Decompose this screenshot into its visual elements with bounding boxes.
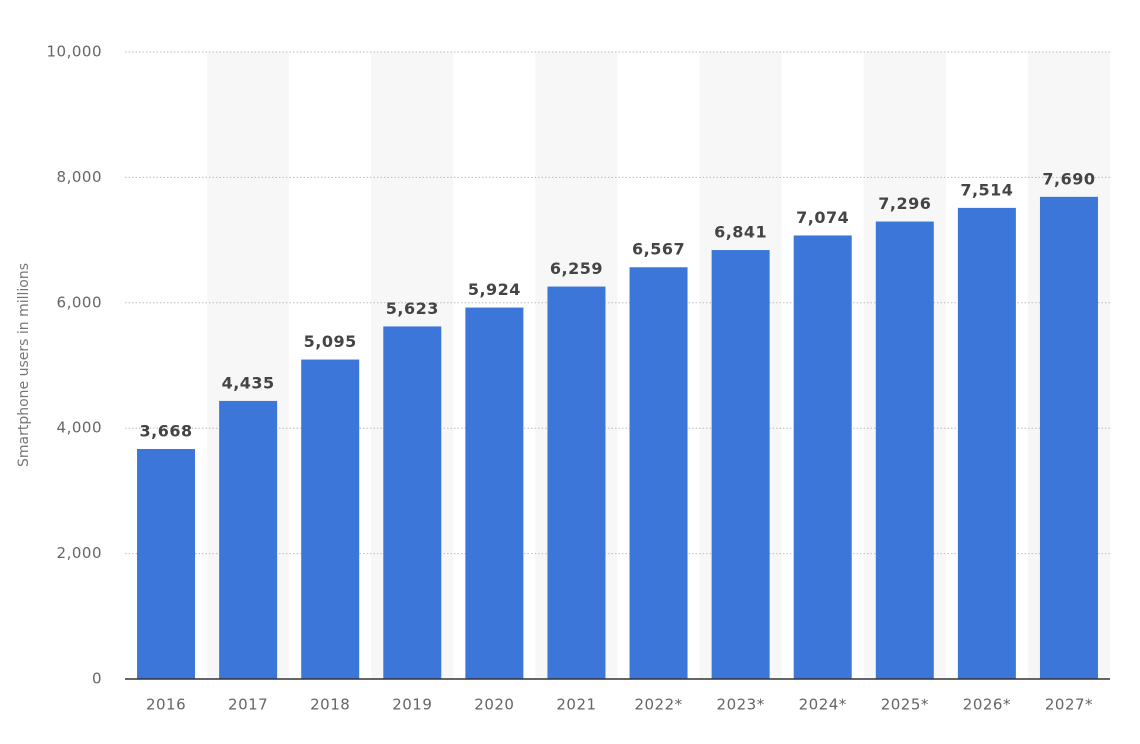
value-label: 3,668 <box>139 422 192 441</box>
bar <box>711 250 770 679</box>
value-label: 5,924 <box>468 280 521 299</box>
bar <box>1039 196 1098 679</box>
value-label: 6,841 <box>714 223 767 242</box>
x-tick-label: 2021 <box>556 696 596 714</box>
bar <box>793 235 852 679</box>
value-label: 5,623 <box>386 299 439 318</box>
x-tick-label: 2020 <box>474 696 514 714</box>
bar <box>137 449 196 679</box>
x-tick-label: 2019 <box>392 696 432 714</box>
bar <box>547 286 606 679</box>
x-tick-label: 2016 <box>146 696 186 714</box>
value-label: 4,435 <box>222 373 275 392</box>
bar <box>301 359 360 679</box>
bar <box>219 400 278 679</box>
x-tick-label: 2022* <box>634 696 682 714</box>
value-label: 5,095 <box>304 332 357 351</box>
value-label: 7,074 <box>796 208 849 227</box>
y-tick-label: 10,000 <box>47 43 103 61</box>
y-tick-label: 6,000 <box>57 293 102 311</box>
y-tick-label: 0 <box>92 670 102 688</box>
value-label: 7,514 <box>960 180 1013 199</box>
y-tick-label: 4,000 <box>57 419 102 437</box>
bar <box>875 221 934 679</box>
x-tick-label: 2027* <box>1045 696 1093 714</box>
bar <box>465 307 524 679</box>
x-tick-label: 2024* <box>799 696 847 714</box>
y-tick-label: 2,000 <box>57 544 102 562</box>
x-tick-label: 2025* <box>881 696 929 714</box>
x-tick-label: 2026* <box>963 696 1011 714</box>
y-axis-title: Smartphone users in millions <box>16 263 32 467</box>
bar <box>629 267 688 679</box>
value-label: 7,296 <box>878 194 931 213</box>
value-label: 7,690 <box>1042 169 1095 188</box>
x-tick-label: 2018 <box>310 696 350 714</box>
value-label: 6,567 <box>632 240 685 259</box>
y-tick-label: 8,000 <box>57 168 102 186</box>
bar <box>383 326 442 679</box>
bar <box>957 207 1016 679</box>
x-tick-label: 2017 <box>228 696 268 714</box>
x-tick-label: 2023* <box>717 696 765 714</box>
value-label: 6,259 <box>550 259 603 278</box>
